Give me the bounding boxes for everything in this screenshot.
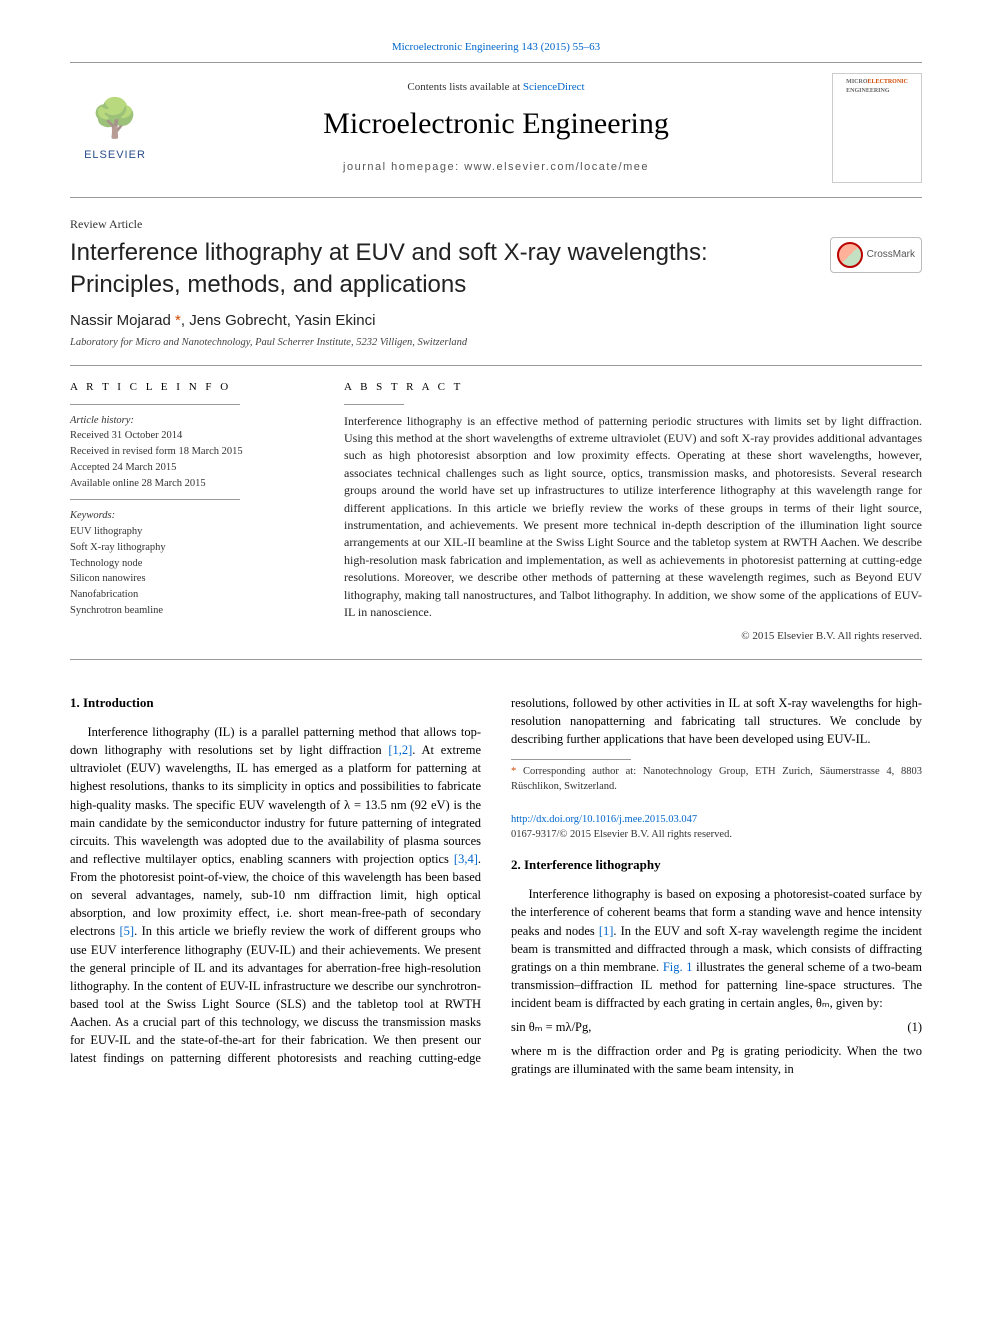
history-accepted: Accepted 24 March 2015 (70, 460, 310, 476)
section-2-para-1: Interference lithography is based on exp… (511, 885, 922, 1012)
ref-link[interactable]: [1] (599, 924, 614, 938)
keywords-block: Keywords: EUV lithography Soft X-ray lit… (70, 508, 310, 618)
equation-1: sin θₘ = mλ/Pg, (1) (511, 1018, 922, 1036)
article-type-label: Review Article (70, 216, 922, 233)
equation-1-num: (1) (907, 1018, 922, 1036)
rule (70, 404, 240, 405)
issn-line: 0167-9317/© 2015 Elsevier B.V. All right… (511, 829, 732, 840)
journal-homepage-label: journal homepage: www.elsevier.com/locat… (176, 160, 816, 176)
contents-prefix: Contents lists available at (407, 81, 522, 93)
title-row: Interference lithography at EUV and soft… (70, 237, 922, 299)
journal-header: 🌳 ELSEVIER Contents lists available at S… (70, 62, 922, 198)
article-history: Article history: Received 31 October 201… (70, 413, 310, 492)
corresponding-footnote: * Corresponding author at: Nanotechnolog… (511, 764, 922, 794)
history-label: Article history: (70, 413, 310, 429)
elsevier-tree-icon: 🌳 (91, 92, 138, 147)
article-title: Interference lithography at EUV and soft… (70, 237, 818, 299)
article-body: 1. Introduction Interference lithography… (70, 694, 922, 1078)
keywords-label: Keywords: (70, 508, 310, 524)
crossmark-icon (837, 242, 863, 268)
sciencedirect-link[interactable]: ScienceDirect (523, 81, 585, 93)
keyword-item: Silicon nanowires (70, 571, 310, 587)
keyword-item: Synchrotron beamline (70, 603, 310, 619)
history-revised: Received in revised form 18 March 2015 (70, 444, 310, 460)
footnote-text: Corresponding author at: Nanotechnology … (511, 766, 922, 792)
section-2-heading: 2. Interference lithography (511, 856, 922, 875)
rule (344, 404, 404, 405)
journal-cover-thumb: MICROELECTRONIC ENGINEERING (832, 73, 922, 183)
footnote-rule (511, 759, 631, 760)
contents-line: Contents lists available at ScienceDirec… (176, 80, 816, 96)
keyword-item: Soft X-ray lithography (70, 540, 310, 556)
section-1-heading: 1. Introduction (70, 694, 481, 713)
section-2-para-2: where m is the diffraction order and Pg … (511, 1042, 922, 1078)
ref-link[interactable]: [5] (120, 924, 135, 938)
rule (70, 499, 240, 500)
abstract-text: Interference lithography is an effective… (344, 413, 922, 622)
citation-link-a[interactable]: Microelectronic Engineering 143 (2015) 5… (392, 41, 600, 53)
author-1: Nassir Mojarad (70, 312, 171, 329)
ref-link[interactable]: [1,2] (388, 743, 412, 757)
keyword-item: Technology node (70, 556, 310, 572)
publisher-logo: 🌳 ELSEVIER (70, 73, 160, 183)
article-info-heading: A R T I C L E I N F O (70, 380, 310, 396)
page-footer: http://dx.doi.org/10.1016/j.mee.2015.03.… (511, 812, 922, 842)
abstract-copyright: © 2015 Elsevier B.V. All rights reserved… (344, 629, 922, 645)
authors-rest: , Jens Gobrecht, Yasin Ekinci (181, 312, 376, 329)
authors-line: Nassir Mojarad *, Jens Gobrecht, Yasin E… (70, 310, 922, 332)
history-online: Available online 28 March 2015 (70, 476, 310, 492)
journal-cover-title: MICROELECTRONIC ENGINEERING (846, 78, 908, 95)
journal-name: Microelectronic Engineering (176, 102, 816, 146)
affiliation: Laboratory for Micro and Nanotechnology,… (70, 335, 922, 350)
keyword-item: Nanofabrication (70, 587, 310, 603)
meta-abstract-row: A R T I C L E I N F O Article history: R… (70, 365, 922, 661)
keyword-item: EUV lithography (70, 524, 310, 540)
citation-link: Microelectronic Engineering 143 (2015) 5… (70, 40, 922, 56)
crossmark-badge[interactable]: CrossMark (830, 237, 922, 273)
journal-header-center: Contents lists available at ScienceDirec… (176, 80, 816, 175)
equation-1-expr: sin θₘ = mλ/Pg, (511, 1018, 591, 1036)
crossmark-label: CrossMark (867, 248, 915, 263)
doi-link[interactable]: http://dx.doi.org/10.1016/j.mee.2015.03.… (511, 814, 697, 825)
publisher-name: ELSEVIER (84, 148, 146, 164)
history-received: Received 31 October 2014 (70, 428, 310, 444)
article-info-col: A R T I C L E I N F O Article history: R… (70, 380, 310, 646)
abstract-heading: A B S T R A C T (344, 380, 922, 396)
ref-link[interactable]: [3,4] (454, 852, 478, 866)
corresponding-symbol: * (171, 312, 181, 329)
abstract-col: A B S T R A C T Interference lithography… (344, 380, 922, 646)
fig-link[interactable]: Fig. 1 (663, 960, 693, 974)
